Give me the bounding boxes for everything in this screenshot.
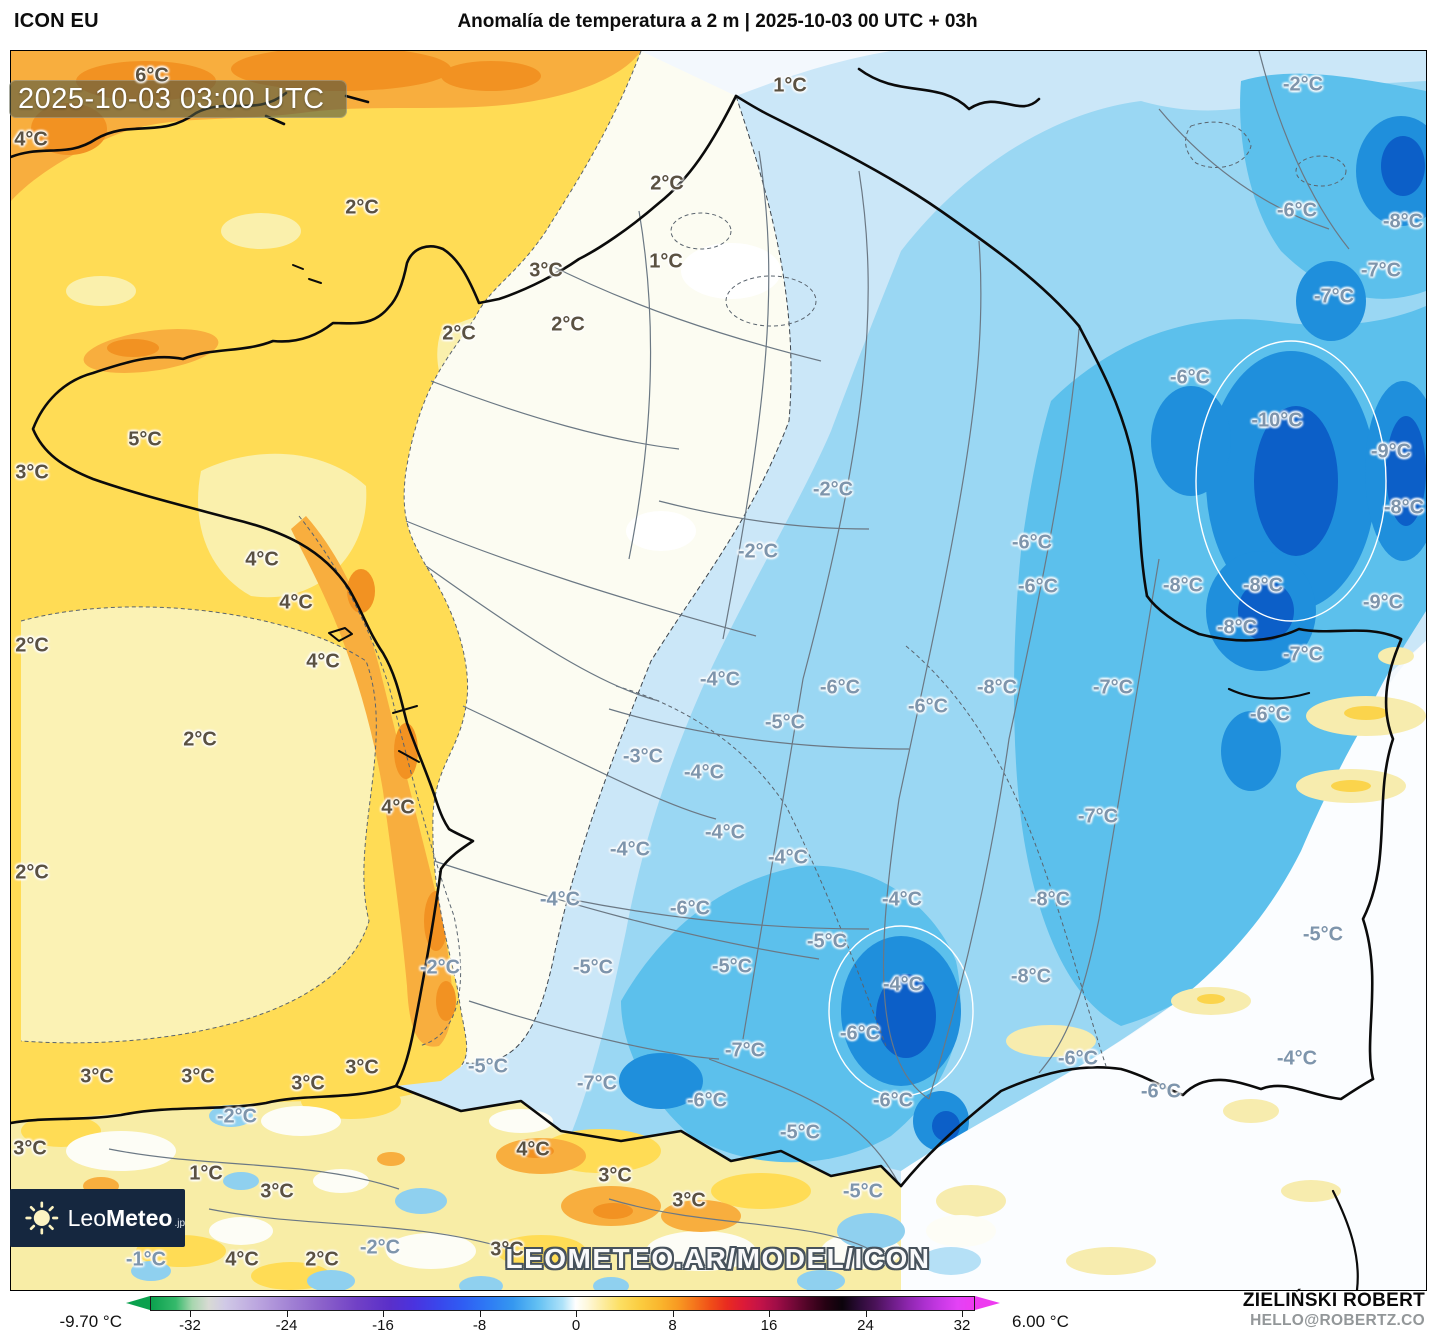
leometeo-logo: LeoMeteo .jp <box>10 1189 185 1247</box>
contour-lines <box>20 51 1347 1067</box>
colorbar-tick <box>962 1311 963 1317</box>
sun-icon <box>25 1201 59 1235</box>
colorbar-tick-label: -24 <box>275 1317 298 1334</box>
colorbar-ticks: -32 -24 -16 -8 0 8 16 24 32 <box>150 1296 975 1340</box>
model-name: ICON EU <box>14 10 99 32</box>
southeast-region-layer <box>901 641 1426 1290</box>
warm-region-layer <box>11 51 641 1123</box>
timestamp-badge: 2025-10-03 03:00 UTC <box>9 80 347 118</box>
logo-text: LeoMeteo .jp <box>67 1204 185 1231</box>
colorbar-right-arrow <box>975 1296 1000 1310</box>
colorbar-tick-label: -16 <box>372 1317 394 1334</box>
cold-region-layer <box>396 51 1426 1186</box>
colorbar-tick-label: -8 <box>472 1317 487 1334</box>
watermark-text: LEOMETEO.AR/MODEL/ICON <box>505 1243 931 1274</box>
colorbar-tick <box>769 1311 770 1317</box>
author-email: HELLO@ROBERTZ.CO <box>1250 1311 1425 1329</box>
pyrenees-mottle-layer <box>21 1083 996 1290</box>
timestamp-text: 2025-10-03 03:00 UTC <box>18 82 325 115</box>
colorbar-tick <box>286 1311 288 1317</box>
colorbar-tick <box>479 1311 481 1317</box>
admin-borders <box>108 51 1350 1250</box>
colorbar-tick <box>383 1311 384 1317</box>
colorbar-min-label: -9.70 °C <box>59 1312 122 1331</box>
colorbar-left-arrow <box>126 1296 150 1310</box>
colorbar-tick-label: -32 <box>179 1317 201 1334</box>
page-title: Anomalía de temperatura a 2 m | 2025-10-… <box>457 11 978 32</box>
colorbar-max-label: 6.00 °C <box>1012 1312 1069 1331</box>
colorbar-tick <box>865 1311 867 1317</box>
colorbar-tick-label: 0 <box>571 1317 581 1334</box>
colorbar-tick-label: 16 <box>760 1317 778 1334</box>
author-name: ZIELIŃSKI ROBERT <box>1242 1290 1425 1311</box>
neutral-region-layer <box>404 51 792 1064</box>
colorbar-tick-label: 32 <box>953 1317 971 1334</box>
colorbar-tick <box>190 1311 191 1317</box>
colorbar-tick <box>672 1311 674 1317</box>
map-canvas <box>11 51 1426 1290</box>
colorbar-tick-label: 24 <box>857 1317 874 1334</box>
credits: ZIELIŃSKI ROBERT HELLO@ROBERTZ.CO <box>1243 1290 1425 1330</box>
weather-map <box>10 50 1427 1291</box>
colorbar-gradient <box>150 1296 975 1311</box>
colorbar-tick <box>576 1311 577 1317</box>
coastlines <box>11 67 1403 1290</box>
colorbar-tick-label: 8 <box>668 1317 677 1334</box>
logo-suffix: .jp <box>174 1217 185 1229</box>
color-scale: -32 -24 -16 -8 0 8 16 24 32 <box>126 1296 1000 1340</box>
